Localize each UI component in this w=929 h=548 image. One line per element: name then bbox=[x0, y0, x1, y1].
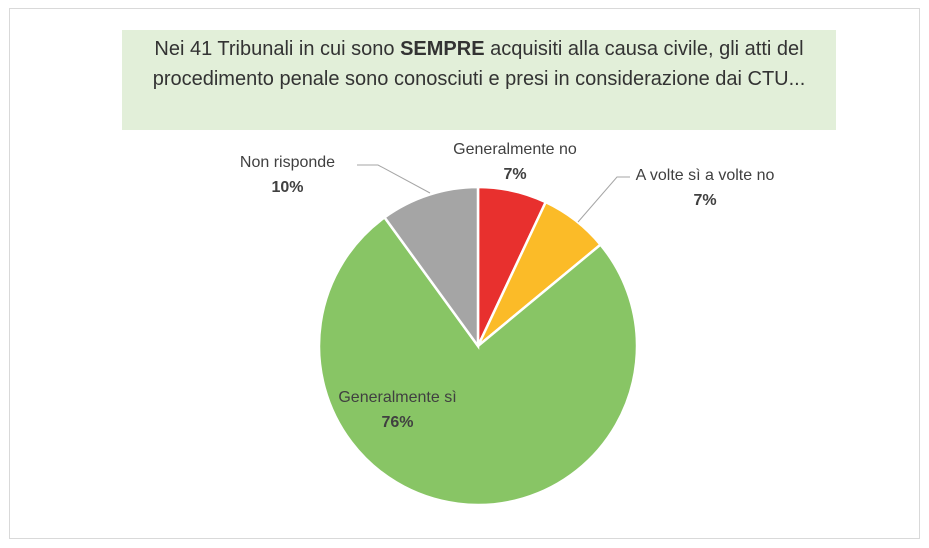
category-label: Generalmente sì bbox=[338, 389, 457, 406]
value-label: 7% bbox=[693, 192, 717, 209]
category-label: A volte sì a volte no bbox=[635, 167, 775, 184]
pie-slice bbox=[317, 215, 639, 507]
title-part: SEMPRE bbox=[400, 38, 485, 60]
data-label: Generalmente sì 76% bbox=[300, 385, 495, 435]
data-label: Generalmente no 7% bbox=[420, 137, 610, 187]
title-part: acquisiti alla causa civile, gli atti de… bbox=[152, 38, 806, 90]
leader-line bbox=[357, 164, 431, 194]
pie-slice bbox=[382, 185, 480, 350]
category-label: Non risponde bbox=[239, 154, 336, 171]
data-label: A volte sì a volte no 7% bbox=[615, 163, 795, 213]
leader-line bbox=[577, 176, 630, 223]
title-part: Nei 41 Tribunali in cui sono bbox=[154, 38, 401, 60]
value-label: 10% bbox=[271, 179, 304, 196]
chart-frame bbox=[9, 8, 920, 539]
category-label: Generalmente no bbox=[453, 141, 577, 158]
value-label: 76% bbox=[381, 414, 414, 431]
data-label: Non risponde 10% bbox=[205, 150, 370, 200]
value-label: 7% bbox=[503, 166, 527, 183]
chart-title: Nei 41 Tribunali in cui sono SEMPRE acqu… bbox=[122, 30, 836, 130]
